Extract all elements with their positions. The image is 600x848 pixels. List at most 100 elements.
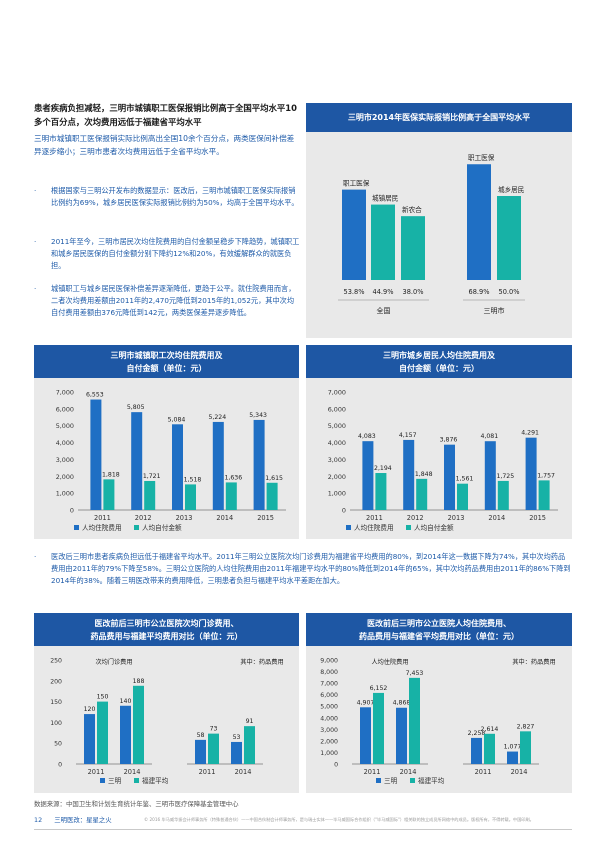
y-tick-label: 100 (50, 720, 62, 727)
data-label: 150 (97, 694, 109, 701)
bar (90, 399, 102, 510)
copyright-notice: © 2016 毕马威华振会计师事务所（特殊普通合伙）——中国合伙制会计师事务所，… (144, 817, 534, 822)
group-label: 全国 (377, 306, 391, 315)
bar (538, 480, 550, 510)
y-tick-label: 3,000 (320, 727, 338, 734)
data-label: 5,084 (168, 416, 186, 423)
bullet-marker: · (34, 552, 37, 561)
legend-swatch (406, 525, 411, 530)
legend-swatch (346, 525, 351, 530)
bar (525, 437, 537, 510)
legend-swatch (134, 778, 139, 783)
data-label: 3,876 (440, 437, 458, 444)
data-label: 2,258 (468, 730, 486, 737)
legend-label: 人均住院费用 (82, 523, 122, 532)
x-tick-label: 2011 (366, 514, 383, 522)
bar (497, 196, 521, 280)
bullet-text: 城镇职工与城乡居民医保补偿差异逐渐降低，更趋于公平。就住院费用而言，二者次均费用… (51, 284, 296, 317)
bar (401, 216, 425, 280)
data-label: 140 (120, 698, 132, 705)
y-tick-label: 1,000 (320, 750, 338, 757)
data-label: 5,805 (127, 404, 145, 411)
y-tick-label: 1,000 (328, 490, 346, 498)
chart-title-line: 三明市城镇职工次均住院费用及 (110, 350, 223, 360)
legend-label: 三明 (384, 777, 398, 785)
chart-title-line: 自付金额（单位：元） (399, 363, 479, 373)
x-tick-label: 2011 (94, 514, 111, 522)
y-tick-label: 3,000 (56, 456, 74, 464)
bar (484, 733, 495, 764)
bar (266, 482, 278, 510)
group-label: 三明市 (484, 306, 505, 315)
bar-name-label: 城乡居民 (498, 186, 525, 194)
bar (497, 480, 509, 510)
data-label: 4,907 (357, 699, 375, 706)
legend-label: 福建平均 (142, 776, 169, 785)
data-label: 53 (233, 734, 241, 741)
chart-title: 医改前后三明市公立医院次均门诊费用、 药品费用与福建平均费用对比（单位：元） (34, 613, 299, 646)
data-label: 73 (210, 726, 218, 733)
section-title: 患者疾病负担减轻，三明市城镇职工医保报销比例高于全国平均水平10多个百分点，次均… (34, 103, 297, 127)
bar (371, 204, 395, 280)
bar (360, 707, 371, 764)
bar (409, 677, 420, 764)
x-tick-label: 2014 (124, 768, 141, 776)
subgroup-caption: 次均门诊费用 (95, 658, 132, 666)
y-tick-label: 7,000 (328, 389, 346, 397)
bar (520, 731, 531, 764)
chart-panel-inpatient: 医改前后三明市公立医院人均住院费用、 药品费用与福建省平均费用对比（单位：元） … (306, 613, 572, 793)
data-label: 68.9% (469, 288, 490, 296)
y-tick-label: 250 (50, 658, 62, 665)
bullet-item: · 城镇职工与城乡居民医保补偿差异逐渐降低，更趋于公平。就住院费用而言，二者次均… (34, 283, 300, 319)
data-label: 120 (84, 706, 96, 713)
data-label: 44.9% (373, 288, 394, 296)
x-tick-label: 2015 (529, 514, 546, 522)
bar (444, 444, 455, 510)
bar (457, 483, 468, 510)
chart-title: 三明市城镇职工次均住院费用及 自付金额（单位：元） (34, 345, 299, 378)
data-label: 1,561 (456, 476, 474, 483)
y-tick-label: 8,000 (320, 669, 338, 676)
data-label: 2,614 (481, 726, 499, 733)
y-tick-label: 6,000 (328, 405, 346, 413)
subgroup-caption: 其中：药品费用 (512, 658, 555, 666)
bullet-item: · 根据国家与三明公开发布的数据显示：医改后，三明市城镇职工医保实际报销比例约为… (34, 185, 300, 209)
x-tick-label: 2012 (135, 514, 152, 522)
chart-title-line: 药品费用与福建平均费用对比（单位：元） (90, 631, 243, 641)
bullet-text: 2011年至今，三明市居民次均住院费用的自付金额呈稳步下降趋势，城镇职工和城乡居… (51, 237, 300, 270)
footer-section: 三明医改：星星之火 (54, 816, 112, 824)
chart-title: 三明市2014年医保实际报销比例高于全国平均水平 (306, 103, 572, 132)
bar (244, 726, 255, 764)
bar (362, 441, 374, 510)
legend-label: 三明 (108, 777, 122, 785)
chart-outpatient: 250200150100500次均门诊费用1201502011140188201… (50, 658, 283, 786)
y-tick-label: 1,000 (56, 490, 74, 498)
x-tick-label: 2012 (407, 514, 424, 522)
y-tick-label: 5,000 (328, 422, 346, 430)
x-tick-label: 2015 (257, 514, 274, 522)
bullet-text: 根据国家与三明公开发布的数据显示：医改后，三明市城镇职工医保实际报销比例约为69… (51, 186, 299, 207)
bar (373, 692, 384, 764)
bar (396, 707, 407, 764)
data-label: 6,152 (370, 685, 388, 692)
data-label: 5,343 (249, 412, 267, 419)
footer-divider (34, 829, 572, 830)
data-label: 6,553 (86, 392, 104, 399)
bar (208, 733, 219, 764)
data-label: 2,827 (517, 723, 535, 730)
section-summary: 三明市城镇职工医保报销实际比例高出全国10余个百分点，两类医保间补偿差异逐步缩小… (34, 134, 295, 156)
bullet-marker: · (34, 237, 37, 246)
bullet-item: · 2011年至今，三明市居民次均住院费用的自付金额呈稳步下降趋势，城镇职工和城… (34, 236, 300, 272)
x-tick-label: 2014 (216, 514, 233, 522)
data-label: 50.0% (499, 288, 520, 296)
y-tick-label: 2,000 (328, 473, 346, 481)
x-tick-label: 2014 (488, 514, 505, 522)
page-footer: 12 三明医改：星星之火 (34, 815, 112, 824)
data-label: 1,721 (143, 473, 161, 480)
bar (507, 751, 518, 764)
x-tick-label: 2011 (364, 768, 381, 776)
y-tick-label: 2,000 (56, 473, 74, 481)
bullet-text: 医改后三明市患者疾病负担远低于福建省平均水平。2011年三明公立医院次均门诊费用… (51, 552, 571, 585)
data-label: 188 (133, 678, 145, 685)
chart-panel-reimbursement: 三明市2014年医保实际报销比例高于全国平均水平 职工医保 53.8% 城镇居民 44… (306, 103, 572, 338)
